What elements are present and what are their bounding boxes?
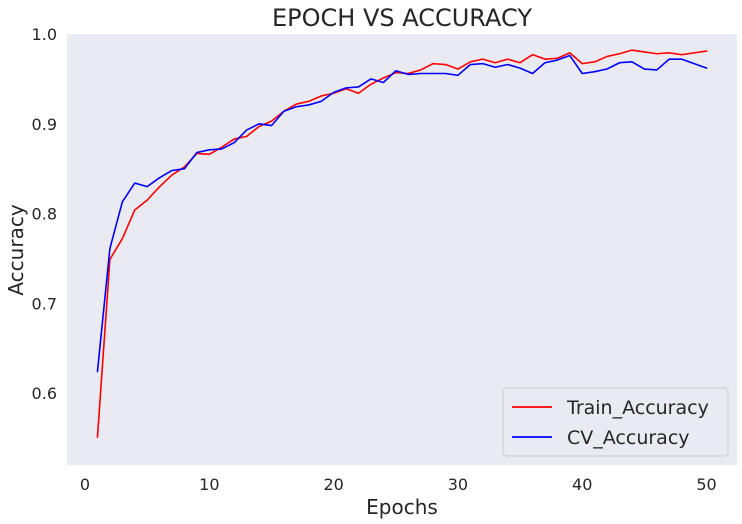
series-line-cv-accuracy: [96, 54, 708, 373]
x-axis-ticks: 0 10 20 30 40 50: [80, 475, 717, 494]
y-tick-label: 1.0: [32, 25, 57, 44]
series-layer: [96, 49, 708, 438]
x-tick-label: 50: [696, 475, 716, 494]
x-tick-label: 10: [199, 475, 219, 494]
legend-label: CV_Accuracy: [567, 427, 690, 449]
y-axis-ticks: 0.6 0.7 0.8 0.9 1.0: [32, 25, 57, 403]
legend: Train_Accuracy CV_Accuracy: [502, 387, 729, 457]
chart-title: EPOCH VS ACCURACY: [272, 4, 532, 32]
y-tick-label: 0.6: [32, 384, 57, 403]
x-tick-label: 40: [572, 475, 592, 494]
x-tick-label: 30: [448, 475, 468, 494]
x-tick-label: 0: [80, 475, 90, 494]
legend-label: Train_Accuracy: [566, 397, 709, 419]
x-axis-label: Epochs: [366, 495, 438, 519]
y-tick-label: 0.9: [32, 115, 57, 134]
x-tick-label: 20: [323, 475, 343, 494]
legend-box: [502, 387, 729, 457]
y-tick-label: 0.8: [32, 205, 57, 224]
y-axis-label: Accuracy: [4, 204, 28, 295]
y-tick-label: 0.7: [32, 294, 57, 313]
